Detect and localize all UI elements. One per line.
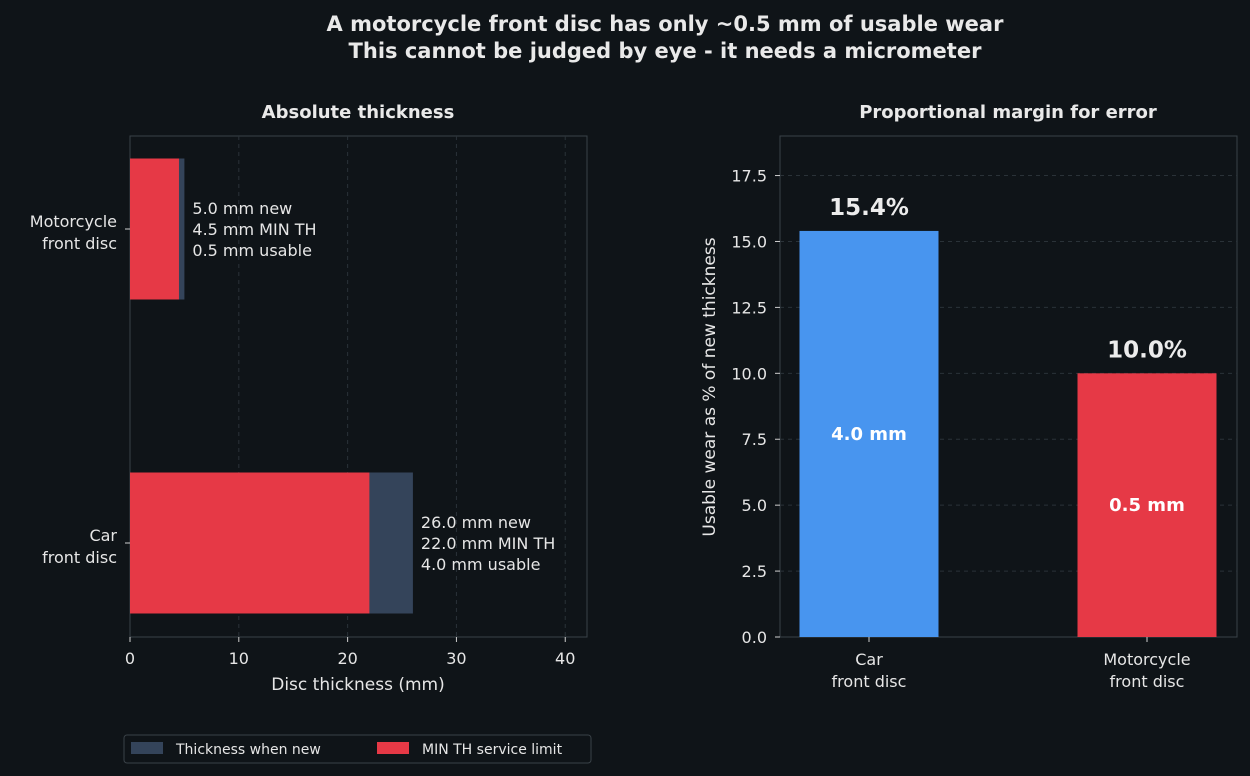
legend-label: MIN TH service limit <box>422 742 563 758</box>
left-plot-frame <box>129 135 588 638</box>
right-chart-title: Proportional margin for error <box>859 102 1157 123</box>
right-x-tick-label: front disc <box>1110 672 1185 691</box>
left-y-tick-label: front disc <box>42 234 117 253</box>
right-y-tick-label: 17.5 <box>731 167 767 186</box>
figure-title-line-1: A motorcycle front disc has only ~0.5 mm… <box>327 12 1005 36</box>
right-y-tick-label: 10.0 <box>731 364 767 383</box>
bar-usable-wear <box>1077 373 1217 637</box>
legend-frame <box>123 734 592 764</box>
left-x-tick-label: 10 <box>229 649 249 668</box>
bar-annotation: 5.0 mm new <box>192 199 292 218</box>
left-x-tick-label: 40 <box>555 649 575 668</box>
bar-min-th <box>130 472 370 614</box>
legend: Thickness when new MIN TH service limit <box>123 734 592 764</box>
left-plot: 0 10 20 30 40 Motorcycle front disc 5.0 mm new 4… <box>30 135 588 668</box>
bar-value-label: 10.0% <box>1107 337 1187 363</box>
left-x-tick-label: 20 <box>337 649 357 668</box>
legend-label: Thickness when new <box>175 742 321 758</box>
right-y-tick-label: 12.5 <box>731 298 767 317</box>
right-y-tick-label: 2.5 <box>742 562 767 581</box>
bar-usable-wear <box>799 230 939 637</box>
right-y-axis-label: Usable wear as % of new thickness <box>700 237 720 536</box>
right-plot-frame <box>779 135 1238 638</box>
bar-annotation: 4.5 mm MIN TH <box>192 220 316 239</box>
left-x-axis-label: Disc thickness (mm) <box>271 675 445 695</box>
right-x-tick-label: front disc <box>832 672 907 691</box>
left-y-tick-label: Motorcycle <box>30 212 117 231</box>
bar-value-label: 15.4% <box>829 195 909 221</box>
right-y-tick-label: 15.0 <box>731 232 767 251</box>
bar-annotation: 0.5 mm usable <box>192 241 312 260</box>
bar-annotation: 26.0 mm new <box>421 513 531 532</box>
right-x-tick-label: Car <box>855 650 883 669</box>
left-chart-title: Absolute thickness <box>262 102 455 123</box>
bar-annotation: 4.0 mm usable <box>421 555 541 574</box>
left-x-tick-label: 0 <box>125 649 135 668</box>
left-y-tick-label: front disc <box>42 548 117 567</box>
bar-min-th <box>130 158 179 300</box>
right-y-tick-label: 7.5 <box>742 430 767 449</box>
right-plot: 0.0 2.5 5.0 7.5 10.0 12.5 15.0 17.5 15.4% 4.0 mm C… <box>731 135 1238 691</box>
bar-annotation: 22.0 mm MIN TH <box>421 534 555 553</box>
legend-swatch <box>131 742 163 754</box>
legend-swatch <box>377 742 409 754</box>
figure-title-line-2: This cannot be judged by eye - it needs … <box>349 39 983 63</box>
left-y-tick-label: Car <box>89 526 117 545</box>
bar-inner-label: 0.5 mm <box>1109 495 1185 516</box>
right-y-tick-label: 5.0 <box>742 496 767 515</box>
bar-inner-label: 4.0 mm <box>831 424 907 445</box>
right-x-tick-label: Motorcycle <box>1103 650 1190 669</box>
right-y-tick-label: 0.0 <box>742 628 767 647</box>
left-x-tick-label: 30 <box>446 649 466 668</box>
